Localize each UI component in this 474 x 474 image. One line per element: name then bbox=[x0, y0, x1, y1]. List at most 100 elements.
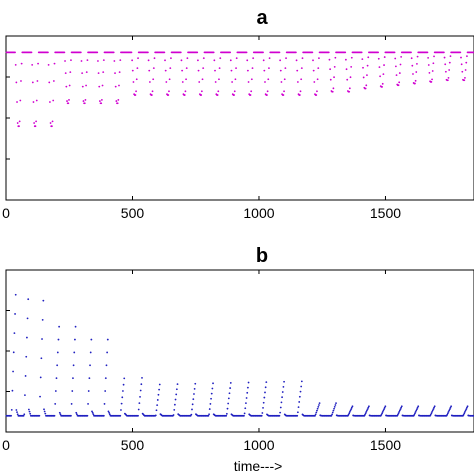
data-point bbox=[207, 414, 210, 417]
data-point bbox=[29, 412, 32, 415]
data-point bbox=[168, 78, 171, 81]
data-point bbox=[56, 351, 59, 354]
data-point bbox=[10, 414, 13, 417]
data-point bbox=[347, 413, 350, 416]
data-point bbox=[85, 71, 88, 73]
data-point bbox=[108, 413, 111, 416]
data-point bbox=[381, 82, 384, 85]
data-point bbox=[116, 102, 119, 105]
data-point bbox=[252, 57, 255, 60]
data-point bbox=[227, 397, 230, 400]
data-point bbox=[414, 82, 416, 85]
data-point bbox=[139, 389, 142, 392]
data-point bbox=[379, 75, 381, 78]
data-point bbox=[70, 59, 72, 62]
data-point bbox=[66, 100, 68, 102]
data-point bbox=[197, 69, 200, 72]
data-point bbox=[318, 402, 321, 405]
data-point bbox=[89, 351, 92, 354]
data-point bbox=[448, 409, 451, 412]
data-point bbox=[14, 293, 17, 296]
data-point bbox=[179, 51, 182, 54]
data-point bbox=[280, 81, 283, 83]
data-point bbox=[196, 51, 199, 54]
data-point bbox=[31, 63, 34, 66]
data-point bbox=[295, 51, 297, 54]
data-point bbox=[137, 408, 140, 411]
data-point bbox=[246, 386, 249, 389]
data-point bbox=[465, 61, 468, 64]
data-point bbox=[148, 81, 151, 83]
data-point bbox=[245, 397, 248, 399]
data-point bbox=[135, 90, 137, 93]
data-point bbox=[333, 65, 336, 68]
data-point bbox=[184, 90, 187, 93]
data-point bbox=[443, 51, 445, 54]
data-point bbox=[280, 401, 283, 404]
data-point bbox=[417, 405, 420, 408]
data-point bbox=[115, 100, 118, 102]
data-point bbox=[361, 58, 364, 60]
panel-b-title: b bbox=[256, 245, 268, 267]
data-point bbox=[140, 383, 143, 386]
data-point bbox=[335, 402, 337, 405]
data-point bbox=[56, 364, 59, 367]
data-point bbox=[100, 102, 103, 105]
data-point bbox=[296, 414, 299, 417]
data-point bbox=[459, 51, 462, 54]
panel-b-x-axis: 0 500 1000 1500 bbox=[2, 270, 401, 453]
data-point bbox=[52, 99, 55, 102]
data-point bbox=[251, 67, 254, 69]
data-point bbox=[40, 357, 43, 360]
data-point bbox=[120, 402, 123, 405]
panel-a: a 0 500 1000 1500 bbox=[2, 7, 474, 221]
data-point bbox=[52, 80, 55, 82]
data-point bbox=[344, 51, 347, 54]
data-point bbox=[70, 414, 72, 417]
data-point bbox=[296, 69, 299, 72]
data-point bbox=[262, 401, 265, 404]
data-point bbox=[316, 407, 319, 410]
data-point bbox=[132, 81, 135, 83]
data-point bbox=[431, 409, 434, 412]
data-point bbox=[332, 87, 335, 90]
data-point bbox=[58, 325, 61, 328]
data-point bbox=[97, 72, 100, 74]
data-point bbox=[20, 80, 22, 82]
data-point bbox=[330, 414, 333, 417]
data-point bbox=[316, 78, 319, 81]
data-point bbox=[139, 395, 141, 398]
data-point bbox=[65, 85, 68, 88]
data-point bbox=[311, 51, 314, 54]
data-point bbox=[333, 76, 335, 79]
data-point bbox=[155, 409, 158, 412]
data-point bbox=[300, 67, 303, 69]
data-point bbox=[333, 407, 335, 410]
data-point bbox=[108, 411, 111, 414]
data-point bbox=[398, 411, 401, 413]
data-point bbox=[173, 403, 176, 406]
data-point bbox=[102, 59, 105, 62]
data-point bbox=[24, 375, 27, 377]
data-point bbox=[431, 70, 434, 72]
data-point bbox=[317, 405, 320, 408]
data-point bbox=[191, 408, 193, 411]
data-point bbox=[208, 413, 210, 416]
data-point bbox=[11, 389, 14, 392]
data-point bbox=[228, 392, 231, 395]
data-point bbox=[346, 78, 349, 81]
data-point bbox=[351, 405, 354, 408]
data-point bbox=[414, 411, 417, 413]
data-point bbox=[447, 411, 450, 413]
data-point bbox=[367, 406, 370, 409]
data-point bbox=[267, 78, 270, 81]
data-point bbox=[464, 411, 466, 413]
data-point bbox=[54, 390, 57, 392]
data-point bbox=[350, 406, 353, 409]
data-point bbox=[282, 94, 285, 96]
data-point bbox=[268, 57, 271, 60]
data-point bbox=[20, 62, 23, 65]
data-point bbox=[296, 411, 299, 414]
data-point bbox=[96, 51, 99, 54]
data-point bbox=[383, 56, 386, 58]
